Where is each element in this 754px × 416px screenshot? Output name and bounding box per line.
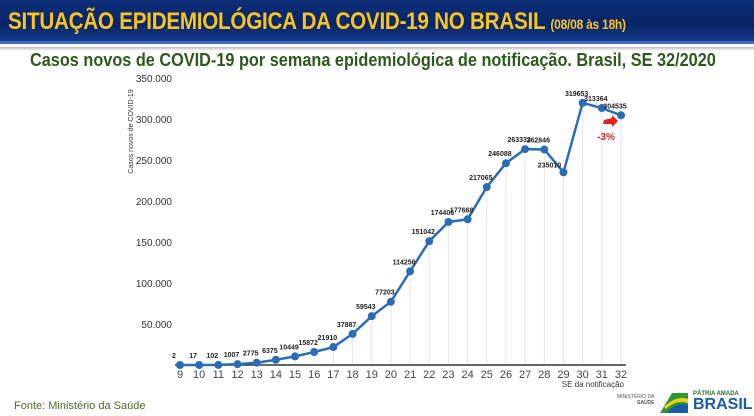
data-point bbox=[482, 183, 491, 192]
data-label: 10449 bbox=[279, 344, 299, 351]
data-label: 21910 bbox=[318, 335, 338, 342]
data-label: 313364 bbox=[584, 96, 607, 103]
data-point bbox=[252, 358, 261, 367]
title-date: (08/08 às 18h) bbox=[550, 16, 626, 32]
data-point bbox=[578, 98, 587, 107]
y-tick-label: 100.000 bbox=[136, 279, 173, 290]
ministry-line2: SAÚDE bbox=[637, 400, 655, 406]
x-tick-label: 32 bbox=[615, 369, 627, 381]
data-label: 263333 bbox=[507, 137, 530, 144]
data-point bbox=[521, 145, 530, 154]
chart-title: Casos novos de COVID-19 por semana epide… bbox=[30, 49, 716, 70]
x-tick-label: 23 bbox=[442, 369, 454, 381]
data-label: 177668 bbox=[450, 207, 473, 214]
x-tick-label: 31 bbox=[596, 369, 608, 381]
header-banner: SITUAÇÃO EPIDEMIOLÓGICA DA COVID-19 NO B… bbox=[0, 0, 754, 44]
series-line bbox=[179, 101, 622, 367]
data-label: 174406 bbox=[431, 210, 454, 217]
data-point bbox=[195, 360, 204, 369]
data-label: 15872 bbox=[298, 340, 318, 347]
x-tick-label: 29 bbox=[557, 369, 569, 381]
x-tick-label: 13 bbox=[251, 369, 263, 381]
data-point bbox=[463, 215, 472, 224]
header-divider bbox=[0, 47, 754, 51]
data-point bbox=[444, 217, 453, 226]
data-label: 151042 bbox=[412, 229, 435, 236]
data-label: 102 bbox=[207, 353, 219, 360]
ministry-line1: MINISTÉRIO DA bbox=[617, 394, 655, 400]
y-tick-label: 250.000 bbox=[136, 156, 173, 167]
x-tick-label: 25 bbox=[481, 369, 493, 381]
x-tick-label: 14 bbox=[270, 369, 282, 381]
data-point bbox=[233, 360, 242, 369]
y-tick-label: 200.000 bbox=[136, 197, 173, 208]
trend-arrow-icon bbox=[603, 115, 618, 127]
y-tick-label: 300.000 bbox=[136, 115, 173, 126]
brazil-flag-logo-icon bbox=[660, 393, 688, 413]
y-tick-label: 350.000 bbox=[136, 74, 173, 85]
x-tick-label: 17 bbox=[327, 369, 339, 381]
x-tick-label: 19 bbox=[366, 369, 378, 381]
data-label: 6375 bbox=[262, 348, 278, 355]
data-label: 319653 bbox=[565, 91, 588, 98]
x-tick-label: 30 bbox=[577, 369, 589, 381]
data-point bbox=[329, 343, 338, 352]
x-tick-label: 18 bbox=[346, 369, 358, 381]
data-label: 37887 bbox=[337, 322, 357, 329]
x-tick-label: 20 bbox=[385, 369, 397, 381]
data-label: 2775 bbox=[243, 351, 259, 358]
data-point bbox=[386, 297, 395, 306]
x-tick-label: 9 bbox=[177, 369, 183, 381]
data-point bbox=[597, 104, 606, 113]
data-label: 2 bbox=[172, 353, 176, 360]
data-point bbox=[540, 145, 549, 154]
x-tick-label: 12 bbox=[231, 369, 243, 381]
data-point bbox=[406, 267, 415, 276]
x-tick-label: 21 bbox=[404, 369, 416, 381]
data-point bbox=[176, 360, 184, 369]
data-label: 114256 bbox=[393, 259, 416, 266]
brand-logo: PÁTRIA AMADA BRASIL bbox=[693, 391, 753, 413]
data-point bbox=[367, 312, 376, 321]
data-point bbox=[271, 355, 280, 364]
x-tick-label: 28 bbox=[538, 369, 550, 381]
brand-line2: BRASIL bbox=[693, 396, 753, 413]
data-label: 77203 bbox=[375, 290, 395, 297]
title-text: SITUAÇÃO EPIDEMIOLÓGICA DA COVID-19 NO B… bbox=[8, 8, 545, 35]
brand-line1: PÁTRIA AMADA bbox=[693, 391, 739, 397]
data-point bbox=[291, 352, 300, 361]
y-axis-label: Casos novos de COVID-19 bbox=[128, 89, 135, 174]
data-point bbox=[501, 159, 510, 168]
data-label: 59543 bbox=[356, 304, 376, 311]
page-title: SITUAÇÃO EPIDEMIOLÓGICA DA COVID-19 NO B… bbox=[8, 8, 626, 36]
data-point bbox=[559, 168, 568, 177]
data-label: 17 bbox=[189, 353, 197, 360]
source-note: Fonte: Ministério da Saúde bbox=[14, 400, 146, 412]
x-tick-label: 10 bbox=[193, 369, 205, 381]
x-tick-label: 22 bbox=[423, 369, 435, 381]
data-label: 304535 bbox=[603, 103, 626, 110]
x-tick-label: 16 bbox=[308, 369, 320, 381]
ministry-logo: MINISTÉRIO DA SAÚDE bbox=[617, 394, 655, 406]
x-tick-label: 26 bbox=[500, 369, 512, 381]
data-label: 1007 bbox=[224, 352, 240, 359]
x-tick-label: 11 bbox=[213, 369, 224, 381]
data-label: 246088 bbox=[488, 151, 511, 158]
data-label: 262846 bbox=[527, 137, 550, 144]
x-axis-label: SE da notificação bbox=[562, 380, 625, 389]
data-point bbox=[348, 329, 357, 338]
data-label: 217065 bbox=[469, 175, 492, 182]
x-tick-label: 27 bbox=[519, 369, 531, 381]
data-label: 235010 bbox=[538, 162, 561, 169]
data-point bbox=[310, 347, 319, 356]
data-point bbox=[425, 237, 434, 246]
y-tick-label: 50.000 bbox=[141, 320, 172, 331]
x-tick-label: 24 bbox=[461, 369, 473, 381]
x-tick-label: 15 bbox=[289, 369, 301, 381]
data-point bbox=[214, 360, 223, 369]
change-annotation: -3% bbox=[597, 132, 615, 143]
y-tick-label: 150.000 bbox=[136, 238, 173, 249]
data-point bbox=[617, 111, 625, 120]
